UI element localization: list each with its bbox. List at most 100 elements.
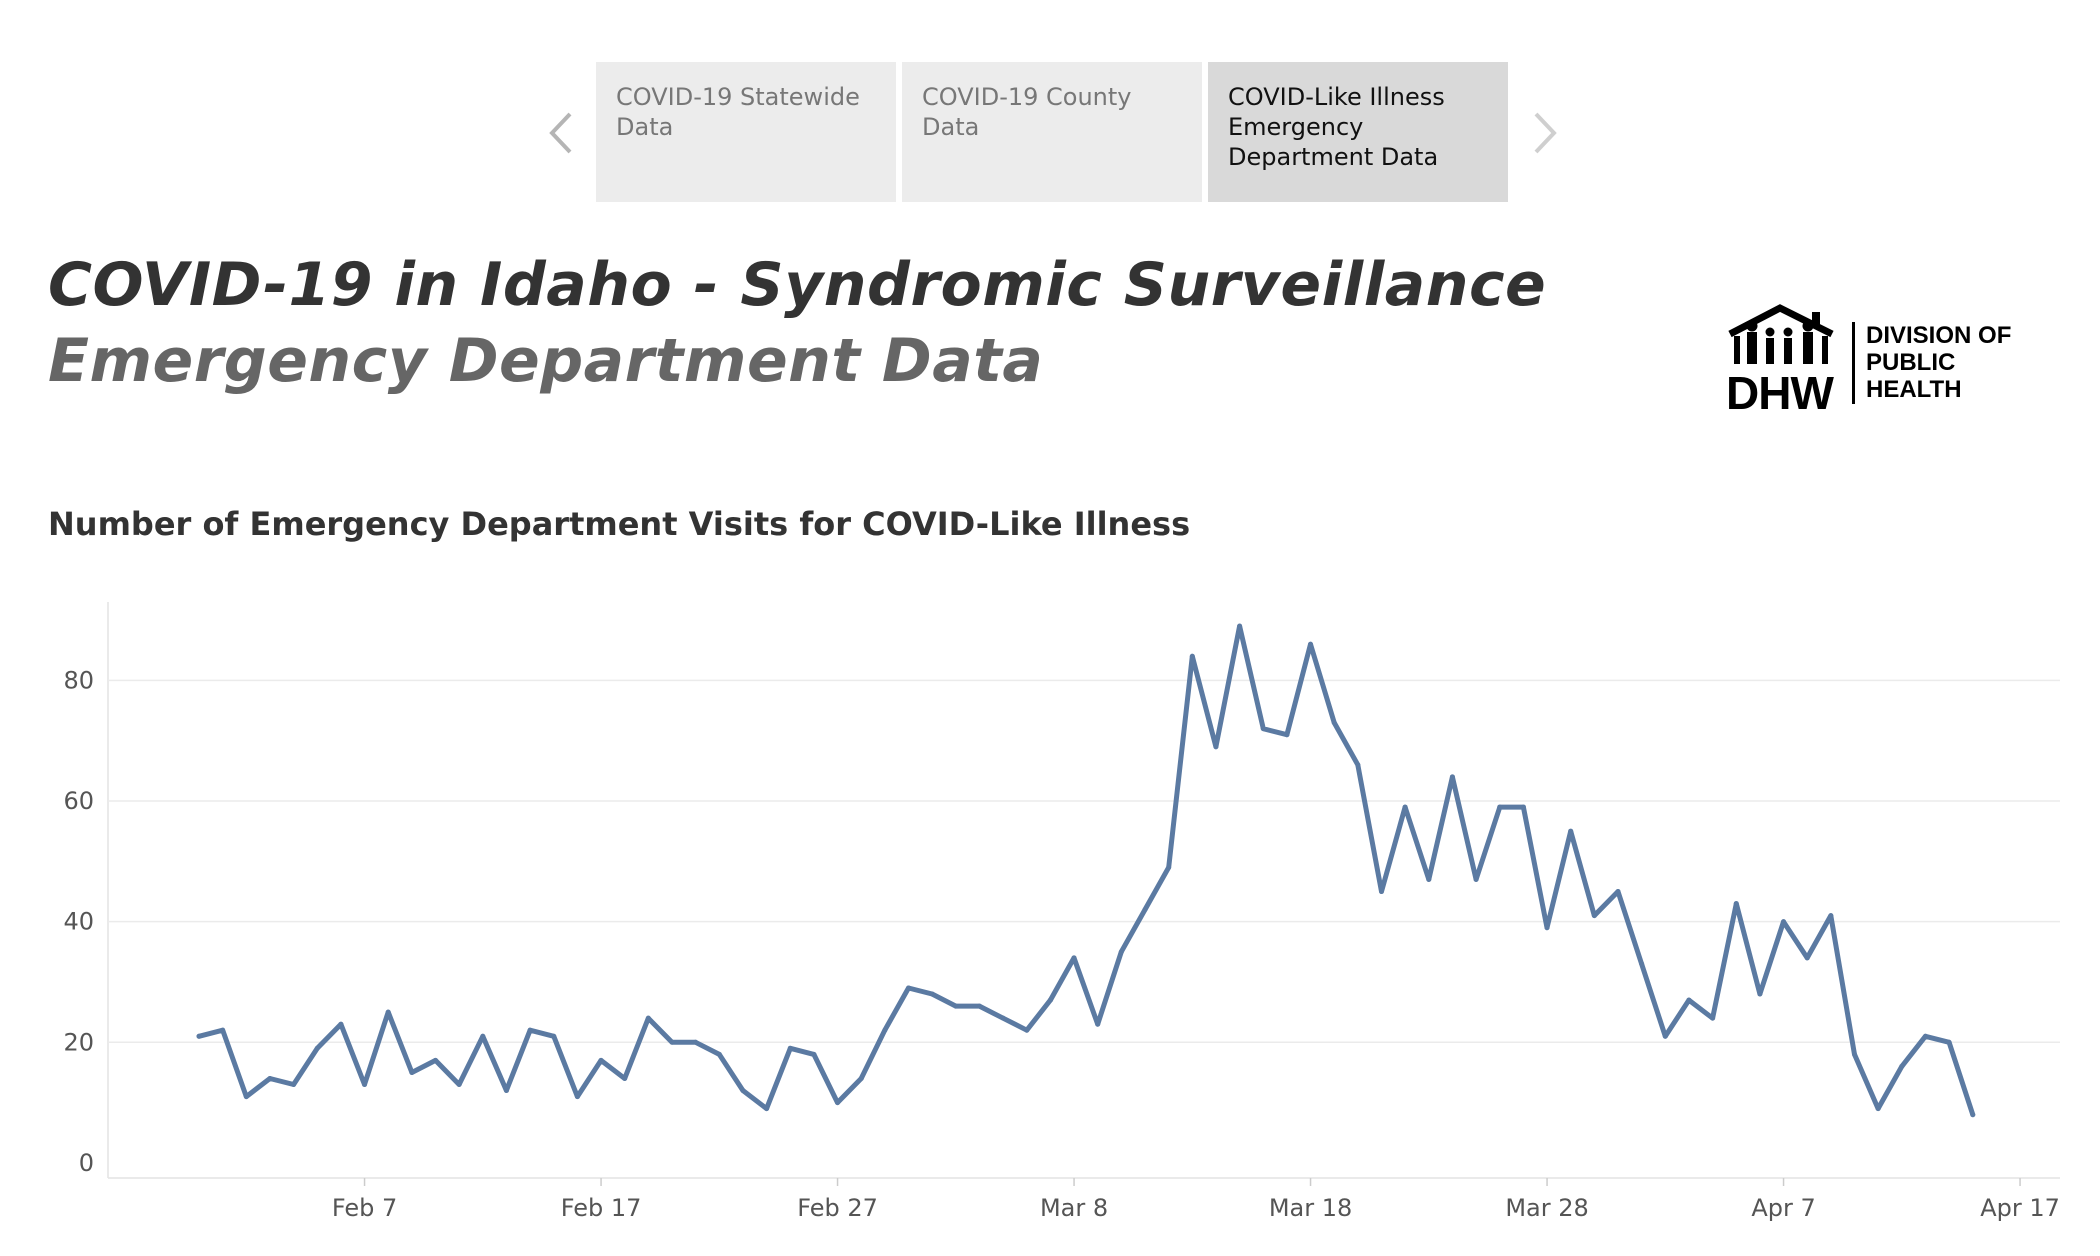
data-point — [1000, 1015, 1006, 1021]
page-subtitle: Emergency Department Data — [48, 326, 1044, 396]
data-point — [1189, 653, 1195, 659]
data-point — [196, 1033, 202, 1039]
data-point — [1331, 720, 1337, 726]
data-point — [669, 1039, 675, 1045]
data-point — [1355, 762, 1361, 768]
data-point — [1970, 1112, 1976, 1118]
tab-label: COVID-Like Illness Emergency Department … — [1228, 83, 1445, 171]
data-point — [1781, 919, 1787, 925]
data-point — [1260, 726, 1266, 732]
y-tick-label: 80 — [63, 666, 94, 694]
data-point — [338, 1021, 344, 1027]
data-point — [764, 1106, 770, 1112]
data-point — [1615, 889, 1621, 895]
data-point — [906, 985, 911, 991]
data-point — [1308, 641, 1314, 647]
data-point — [433, 1057, 438, 1063]
chevron-left-icon[interactable] — [542, 108, 582, 158]
data-point — [1142, 907, 1148, 913]
data-point — [740, 1088, 746, 1094]
data-point — [220, 1027, 226, 1033]
y-tick-label: 0 — [79, 1149, 94, 1177]
data-point — [1568, 828, 1574, 834]
data-point — [645, 1015, 651, 1021]
tab-ed-data[interactable]: COVID-Like Illness Emergency Department … — [1208, 62, 1508, 202]
data-point — [1166, 864, 1172, 870]
data-point — [1662, 1033, 1668, 1039]
dhw-house-icon — [1728, 304, 1834, 364]
data-point — [1686, 997, 1692, 1003]
data-point — [976, 1003, 982, 1009]
data-point — [1118, 949, 1124, 955]
data-point — [551, 1033, 557, 1039]
chart-title: Number of Emergency Department Visits fo… — [48, 505, 1191, 543]
data-point — [1520, 804, 1526, 810]
x-tick-label: Mar 8 — [1040, 1194, 1108, 1222]
data-point — [953, 1003, 959, 1009]
data-point — [1733, 901, 1739, 907]
data-point — [267, 1075, 273, 1081]
data-point — [362, 1082, 368, 1088]
series-line — [196, 623, 1976, 1118]
data-point — [1237, 623, 1243, 629]
data-point — [1544, 925, 1550, 931]
x-tick-label: Mar 28 — [1505, 1194, 1588, 1222]
x-tick-label: Feb 27 — [797, 1194, 878, 1222]
data-point — [1710, 1015, 1716, 1021]
data-point — [858, 1075, 864, 1081]
chevron-right-icon[interactable] — [1524, 108, 1564, 158]
data-point — [1875, 1106, 1881, 1112]
logo-divider — [1852, 322, 1855, 404]
data-point — [314, 1045, 320, 1051]
data-point — [693, 1039, 699, 1045]
logo-dhw-text: DHW — [1726, 367, 1834, 419]
data-point — [1473, 876, 1479, 882]
data-point — [1946, 1039, 1952, 1045]
data-point — [1402, 804, 1408, 810]
data-point — [1828, 913, 1834, 919]
tab-statewide-data[interactable]: COVID-19 Statewide Data — [596, 62, 896, 202]
tab-county-data[interactable]: COVID-19 County Data — [902, 62, 1202, 202]
data-point — [1071, 955, 1077, 961]
data-point — [480, 1033, 486, 1039]
data-point — [598, 1057, 604, 1063]
data-point — [1899, 1063, 1905, 1069]
logo-line: HEALTH — [1866, 376, 1962, 403]
data-point — [1804, 955, 1810, 961]
data-point — [1497, 804, 1503, 810]
data-point — [409, 1069, 415, 1075]
tab-label: COVID-19 Statewide Data — [616, 83, 860, 141]
data-point — [811, 1051, 817, 1057]
x-tick-label: Feb 7 — [332, 1194, 397, 1222]
x-tick-label: Apr 17 — [1980, 1194, 2060, 1222]
data-point — [1922, 1033, 1928, 1039]
data-point — [527, 1027, 533, 1033]
data-point — [1639, 961, 1645, 967]
data-point — [1047, 997, 1053, 1003]
data-point — [1852, 1051, 1857, 1057]
data-point — [243, 1094, 249, 1100]
tab-label: COVID-19 County Data — [922, 83, 1132, 141]
data-point — [787, 1045, 793, 1051]
y-tick-label: 40 — [63, 908, 94, 936]
logo-line: DIVISION OF — [1866, 322, 2012, 349]
logo-line: PUBLIC — [1866, 349, 1956, 376]
data-point — [503, 1088, 509, 1094]
data-point — [1426, 876, 1432, 882]
logo-division-text: DIVISION OF PUBLIC HEALTH — [1866, 322, 2011, 403]
data-point — [456, 1082, 462, 1088]
data-point — [1449, 774, 1455, 780]
data-point — [1591, 913, 1597, 919]
data-point — [1095, 1021, 1101, 1027]
data-point — [716, 1051, 722, 1057]
x-tick-label: Feb 17 — [561, 1194, 642, 1222]
data-point — [929, 991, 935, 997]
dhw-logo: DHW DIVISION OF PUBLIC HEALTH — [1726, 302, 2026, 422]
data-point — [291, 1082, 297, 1088]
data-point — [385, 1009, 391, 1015]
data-point — [1024, 1027, 1030, 1033]
x-tick-label: Mar 18 — [1269, 1194, 1352, 1222]
page-title: COVID-19 in Idaho - Syndromic Surveillan… — [48, 250, 1547, 320]
data-point — [574, 1094, 580, 1100]
data-point — [1284, 732, 1290, 738]
